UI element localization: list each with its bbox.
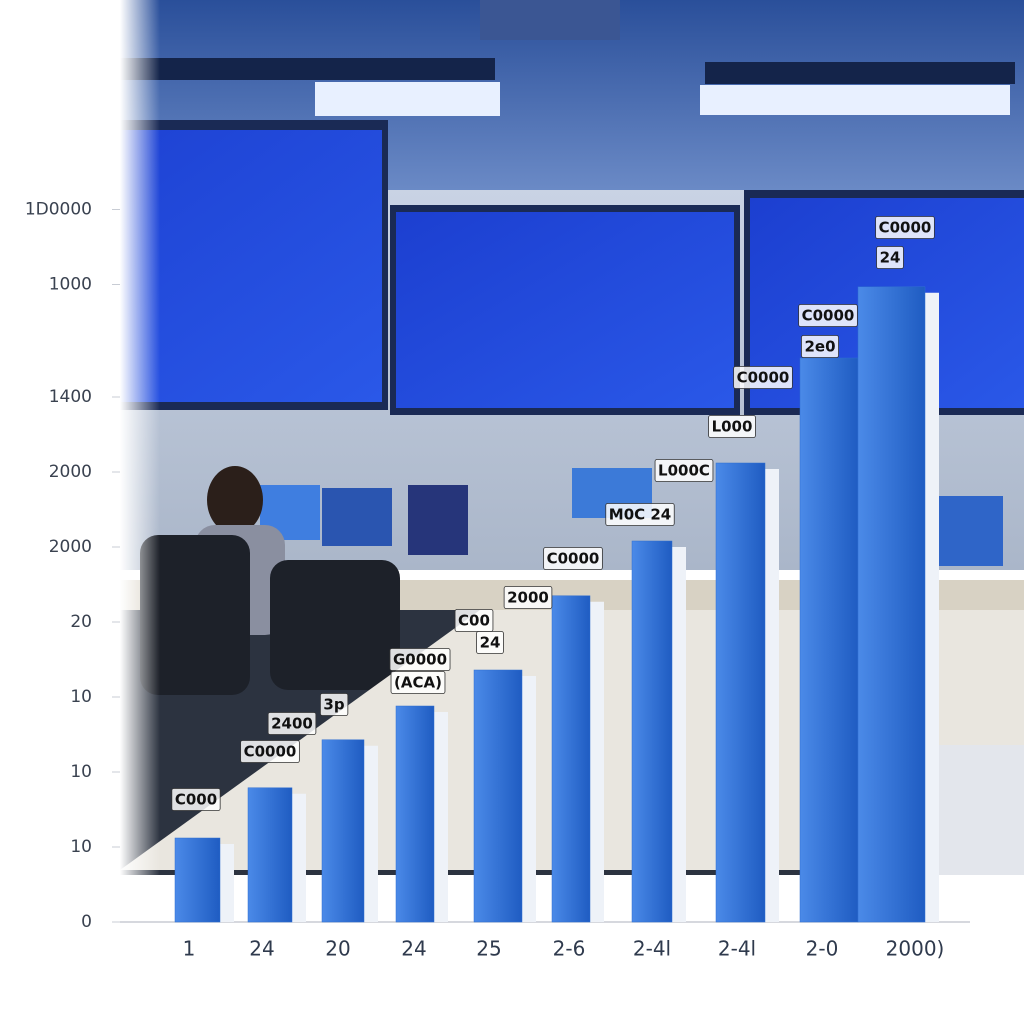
y-tick-label: 2000 [49,537,92,557]
x-tick-label: 2-4l [633,937,671,961]
annotation: 24 [476,631,504,654]
annotation-box [654,459,714,482]
annotation-box [171,788,221,811]
annotation-box [798,304,858,327]
annotation: C0000 [733,366,793,389]
bar-side [925,292,939,922]
y-tick-label: 2000 [49,462,92,482]
annotation-text: C000 [175,791,217,809]
annotation-box [267,712,317,735]
bar [631,540,673,923]
x-tick-label: 2-0 [806,937,839,961]
y-tick-label: 10 [70,837,92,857]
annotation-text: C0000 [879,219,932,237]
bar [857,286,926,923]
annotation: L000 [708,415,756,438]
bar-side [292,793,306,922]
x-tick-label: 2-4l [718,937,756,961]
annotation: C0000 [240,740,300,763]
annotation-text: 24 [880,249,901,267]
annotation-text: L000 [712,418,753,436]
annotation-box [240,740,300,763]
bar [174,837,221,923]
x-tick-label: 2-6 [553,937,586,961]
annotation-box [801,335,839,358]
annotation-box [503,586,553,609]
annotation-text: 2000 [507,589,549,607]
bar-side [590,601,604,922]
bar-side [434,712,448,922]
annotation-box [876,246,904,269]
annotation: C0000 [798,304,858,327]
y-tick-label: 1D0000 [25,200,92,220]
annotation: (ACA) [390,671,446,694]
bar-side [220,844,234,922]
bar-side [522,676,536,922]
y-tick-label: 20 [70,612,92,632]
annotation-box [476,631,504,654]
y-tick-label: 0 [81,912,92,932]
plot-area: 0 10 10 10 20 2000 2000 1400 1000 1D0000 1 24 20 24 25… [25,200,970,961]
annotation: 24 [876,246,904,269]
annotation: 2400 [267,712,317,735]
annotation-text: 2400 [271,715,313,733]
y-tick-label: 1400 [49,387,92,407]
annotation: 2000 [503,586,553,609]
annotation-box [605,503,675,526]
annotation-text: C00 [458,612,490,630]
annotation-box [389,648,451,671]
bar-side [672,547,686,922]
annotation-text: 3p [323,696,344,714]
y-tick-label: 10 [70,687,92,707]
x-tick-label: 1 [183,937,196,961]
y-tick-label: 1000 [49,275,92,295]
bar-side [364,745,378,922]
annotation: C0000 [875,216,935,239]
annotation-text: M0C 24 [609,506,671,524]
annotation: M0C 24 [605,503,675,526]
annotation: G0000 [389,648,451,671]
bar [715,462,766,923]
bar [395,705,435,923]
x-tick-label: 24 [249,937,274,961]
annotation-text: 24 [480,634,501,652]
annotation: 3p [320,693,349,716]
annotation-box [454,609,494,632]
annotation: L000C [654,459,714,482]
y-tick-label: 10 [70,762,92,782]
annotation-text: C0000 [244,743,297,761]
annotation-box [390,671,446,694]
annotation-text: L000C [658,462,710,480]
annotation-text: 2e0 [804,338,835,356]
annotation-text: (ACA) [394,674,442,692]
annotation-box [543,547,603,570]
annotation: C000 [171,788,221,811]
annotation-box [733,366,793,389]
x-tick-label: 2000) [886,937,945,961]
bar [551,595,591,923]
bar [473,669,523,923]
x-tick-label: 20 [325,937,350,961]
annotation-text: C0000 [802,307,855,325]
x-tick-label: 25 [476,937,501,961]
annotation-box [708,415,756,438]
annotation-box [320,693,349,716]
annotation: C00 [454,609,494,632]
annotation-text: C0000 [547,550,600,568]
bar-side [765,469,779,922]
x-tick-label: 24 [401,937,426,961]
annotation-box [875,216,935,239]
annotation-text: G0000 [393,651,447,669]
annotation: 2e0 [801,335,839,358]
bar [321,739,365,923]
annotation: C0000 [543,547,603,570]
bar [799,357,859,923]
bar [247,787,293,923]
annotation-text: C0000 [737,369,790,387]
